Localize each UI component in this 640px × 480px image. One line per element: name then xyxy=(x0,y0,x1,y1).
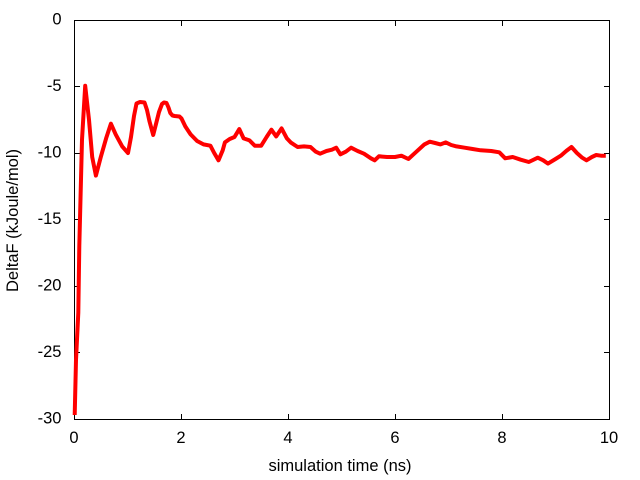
svg-text:-5: -5 xyxy=(47,77,62,95)
svg-text:-30: -30 xyxy=(38,410,62,428)
svg-text:simulation time (ns): simulation time (ns) xyxy=(268,457,411,475)
svg-text:0: 0 xyxy=(52,11,61,29)
svg-text:10: 10 xyxy=(600,429,618,447)
svg-text:-10: -10 xyxy=(38,144,62,162)
svg-text:0: 0 xyxy=(69,429,78,447)
svg-text:DeltaF (kJoule/mol): DeltaF (kJoule/mol) xyxy=(4,149,22,292)
svg-text:-25: -25 xyxy=(38,343,62,361)
svg-text:-20: -20 xyxy=(38,277,62,295)
svg-text:-15: -15 xyxy=(38,210,62,228)
svg-text:6: 6 xyxy=(390,429,399,447)
svg-text:2: 2 xyxy=(176,429,185,447)
svg-text:8: 8 xyxy=(497,429,506,447)
svg-text:4: 4 xyxy=(283,429,292,447)
